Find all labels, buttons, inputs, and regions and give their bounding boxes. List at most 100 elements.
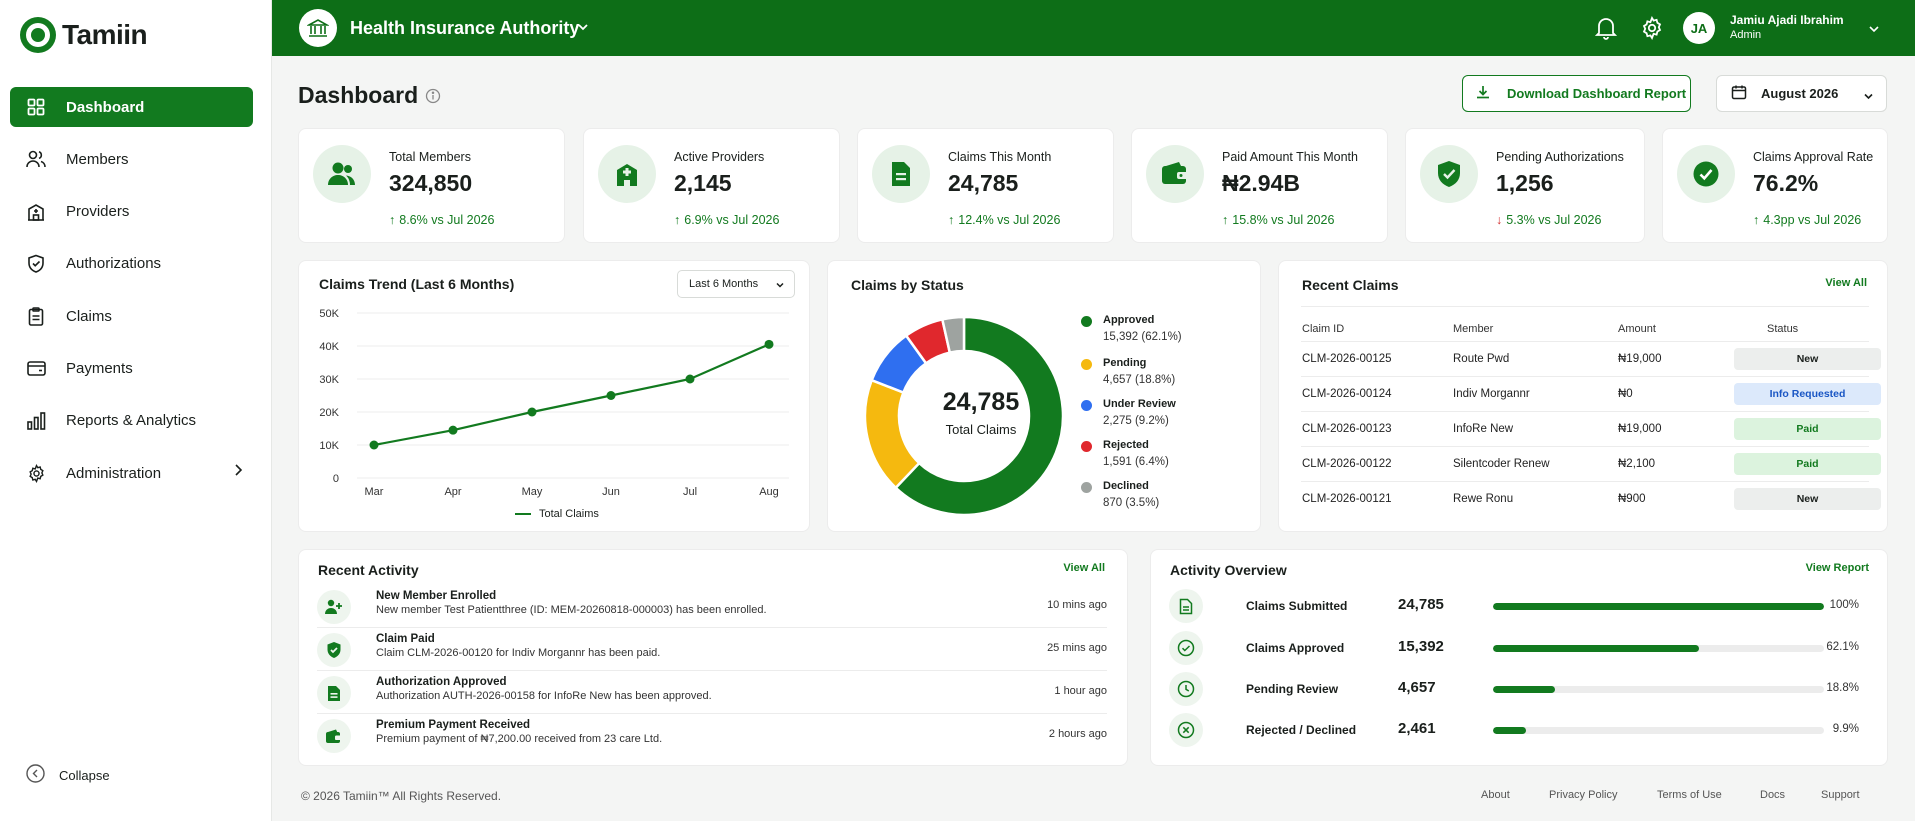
trend-range-select[interactable]: Last 6 Months [677, 270, 795, 298]
x-circle-icon [1169, 713, 1203, 747]
gear-icon [26, 463, 46, 483]
activity-title: New Member Enrolled [376, 590, 497, 602]
activity-overview-title: Activity Overview [1170, 562, 1287, 578]
recent-claims-title: Recent Claims [1302, 277, 1399, 293]
month-select[interactable]: August 2026 [1716, 75, 1887, 112]
overview-item: Pending Review 4,657 18.8% [1169, 670, 1859, 710]
sidebar-item-claims[interactable]: Claims [10, 296, 253, 336]
stat-card-claims-this-month[interactable]: Claims This Month 24,785 ↑ 12.4% vs Jul 2… [857, 128, 1114, 243]
sidebar-item-label: Reports & Analytics [66, 412, 197, 430]
hospital-icon [26, 202, 46, 222]
organization-name[interactable]: Health Insurance Authority [350, 18, 580, 38]
status-badge: New [1734, 488, 1881, 510]
claim-amount: ₦0 [1618, 388, 1633, 400]
download-report-button[interactable]: Download Dashboard Report [1462, 75, 1691, 112]
overview-value: 15,392 [1398, 638, 1444, 655]
x-tick-label: Jul [683, 486, 697, 498]
progress-bar [1493, 645, 1824, 652]
avatar[interactable]: JA [1683, 12, 1715, 44]
bank-icon [299, 9, 337, 47]
activity-description: Premium payment of ₦7,200.00 received fr… [376, 733, 663, 745]
chevron-down-icon[interactable] [576, 20, 590, 39]
activity-item[interactable]: Authorization Approved Authorization AUT… [317, 672, 1107, 714]
collapse-sidebar-button[interactable]: Collapse [26, 764, 110, 786]
sidebar-item-providers[interactable]: Providers [10, 192, 253, 232]
stat-value: 76.2% [1753, 170, 1819, 196]
footer-link-about[interactable]: About [1481, 789, 1510, 801]
claims-trend-title: Claims Trend (Last 6 Months) [319, 276, 515, 292]
progress-bar [1493, 686, 1824, 693]
claim-amount: ₦19,000 [1618, 423, 1662, 435]
sidebar-item-members[interactable]: Members [10, 139, 253, 179]
activity-item[interactable]: Premium Payment Received Premium payment… [317, 715, 1107, 757]
page-title: Dashboard [298, 82, 419, 108]
activity-item[interactable]: New Member Enrolled New member Test Pati… [317, 586, 1107, 628]
y-tick-label: 10K [319, 440, 339, 452]
activity-overview-card: Activity Overview View Report Claims Sub… [1150, 549, 1888, 766]
view-all-claims-link[interactable]: View All [1825, 277, 1867, 289]
user-name[interactable]: Jamiu Ajadi Ibrahim [1730, 13, 1844, 27]
overview-label: Claims Submitted [1246, 599, 1348, 613]
sidebar-item-authorizations[interactable]: Authorizations [10, 244, 253, 284]
sidebar-item-dashboard[interactable]: Dashboard [10, 87, 253, 127]
sidebar-item-label: Payments [66, 359, 133, 377]
table-row[interactable]: CLM-2026-00124 Indiv Morgannr ₦0 Info Re… [1301, 376, 1881, 411]
progress-bar [1493, 727, 1824, 734]
info-icon[interactable] [425, 88, 441, 109]
stat-label: Claims This Month [948, 150, 1052, 164]
view-all-activity-link[interactable]: View All [1063, 562, 1105, 574]
sidebar-item-reports[interactable]: Reports & Analytics [10, 401, 253, 441]
document-icon [1169, 589, 1203, 623]
stat-label: Claims Approval Rate [1753, 150, 1874, 164]
legend-name: Under Review [1103, 398, 1176, 410]
table-row[interactable]: CLM-2026-00123 InfoRe New ₦19,000 Paid [1301, 411, 1881, 446]
stat-delta: ↑ 4.3pp vs Jul 2026 [1753, 213, 1861, 227]
legend-name: Approved [1103, 314, 1155, 326]
claim-amount: ₦900 [1618, 493, 1646, 505]
wallet-icon [317, 719, 351, 753]
shield-check-icon [317, 633, 351, 667]
shield-check-icon [26, 254, 46, 274]
chevron-down-icon[interactable] [1868, 22, 1880, 40]
overview-label: Pending Review [1246, 682, 1339, 696]
table-row[interactable]: CLM-2026-00125 Route Pwd ₦19,000 New [1301, 341, 1881, 376]
column-header-amount: Amount [1618, 323, 1656, 335]
bell-icon[interactable] [1594, 16, 1618, 45]
activity-time: 1 hour ago [1054, 685, 1107, 697]
stat-delta-text: 4.3pp vs Jul 2026 [1763, 213, 1862, 227]
stat-value: 324,850 [389, 170, 473, 196]
sidebar-item-payments[interactable]: Payments [10, 348, 253, 388]
chevron-left-circle-icon [26, 764, 45, 786]
brand-logo[interactable]: Tamiin [20, 17, 148, 53]
overview-percent: 9.9% [1832, 723, 1859, 735]
footer-link-privacy[interactable]: Privacy Policy [1549, 789, 1618, 801]
stat-card-pending-authorizations[interactable]: Pending Authorizations 1,256 ↓ 5.3% vs Ju… [1405, 128, 1645, 243]
footer-link-terms[interactable]: Terms of Use [1657, 789, 1722, 801]
view-report-link[interactable]: View Report [1805, 562, 1869, 574]
stat-delta-text: 12.4% vs Jul 2026 [958, 213, 1061, 227]
brand-name: Tamiin [62, 19, 148, 50]
stat-card-approval-rate[interactable]: Claims Approval Rate 76.2% ↑ 4.3pp vs Jul… [1662, 128, 1888, 243]
stat-card-paid-amount[interactable]: Paid Amount This Month ₦2.94B ↑ 15.8% vs … [1131, 128, 1388, 243]
y-tick-label: 40K [319, 341, 339, 353]
recent-activity-card: Recent Activity View All New Member Enro… [298, 549, 1128, 766]
activity-item[interactable]: Claim Paid Claim CLM-2026-00120 for Indi… [317, 629, 1107, 671]
sidebar-item-administration[interactable]: Administration [10, 453, 253, 493]
user-plus-icon [317, 590, 351, 624]
activity-title: Claim Paid [376, 633, 435, 645]
table-row[interactable]: CLM-2026-00122 Silentcoder Renew ₦2,100 … [1301, 446, 1881, 481]
stat-card-total-members[interactable]: Total Members 324,850 ↑ 8.6% vs Jul 2026 [298, 128, 565, 243]
check-circle-icon [1169, 631, 1203, 665]
collapse-label: Collapse [59, 767, 110, 783]
clock-icon [1169, 672, 1203, 706]
table-row[interactable]: CLM-2026-00121 Rewe Ronu ₦900 New [1301, 481, 1881, 516]
legend-item-under-review: Under Review 2,275 (9.2%) [1081, 398, 1176, 427]
x-tick-label: Mar [365, 486, 384, 498]
stat-card-active-providers[interactable]: Active Providers 2,145 ↑ 6.9% vs Jul 2026 [583, 128, 840, 243]
stat-label: Total Members [389, 150, 471, 164]
legend-name: Declined [1103, 480, 1149, 492]
footer-link-docs[interactable]: Docs [1760, 789, 1786, 801]
settings-gear-icon[interactable] [1640, 15, 1664, 45]
footer-link-support[interactable]: Support [1821, 789, 1860, 801]
legend-value: 4,657 (18.8%) [1103, 374, 1176, 386]
